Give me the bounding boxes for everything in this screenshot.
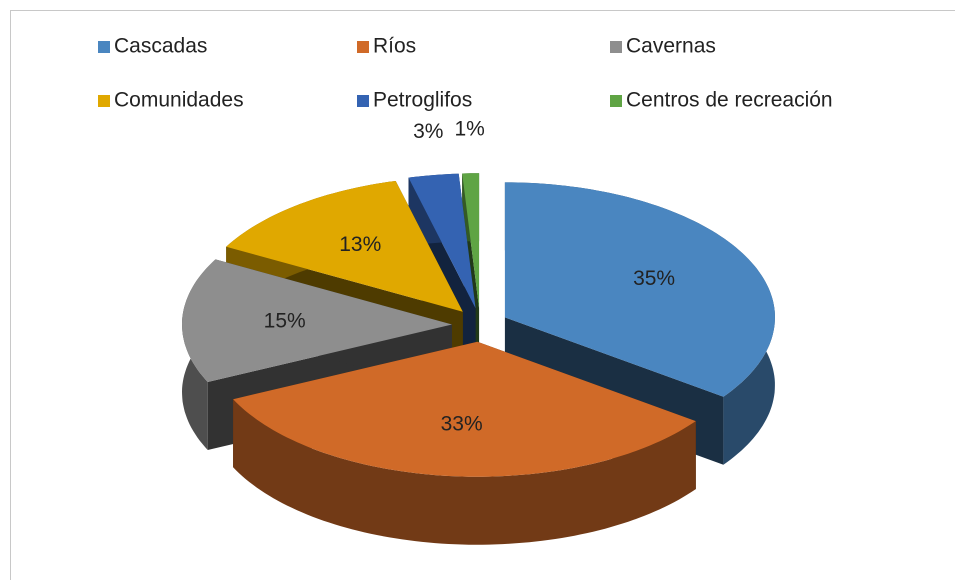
- data-label: 3%: [413, 120, 443, 143]
- legend-label: Comunidades: [114, 89, 244, 112]
- slice-wall: [233, 399, 696, 545]
- data-label: 33%: [441, 413, 483, 436]
- data-label: 15%: [264, 309, 306, 332]
- legend-swatch: [357, 41, 369, 53]
- slice: [462, 173, 480, 309]
- legend-label: Cascadas: [114, 35, 207, 58]
- data-label: 1%: [454, 118, 484, 141]
- slice: [226, 181, 463, 312]
- legend-swatch: [610, 41, 622, 53]
- legend-label: Centros de recreación: [626, 89, 833, 112]
- legend-label: Cavernas: [626, 35, 716, 58]
- slice: [504, 182, 775, 397]
- legend-label: Ríos: [373, 35, 416, 58]
- legend-swatch: [610, 95, 622, 107]
- slice: [233, 341, 696, 477]
- data-label: 35%: [633, 267, 675, 290]
- data-label: 13%: [339, 233, 381, 256]
- legend-label: Petroglifos: [373, 89, 472, 112]
- legend-swatch: [98, 41, 110, 53]
- legend-swatch: [98, 95, 110, 107]
- slice: [182, 259, 452, 382]
- legend-swatch: [357, 95, 369, 107]
- slice: [408, 173, 476, 309]
